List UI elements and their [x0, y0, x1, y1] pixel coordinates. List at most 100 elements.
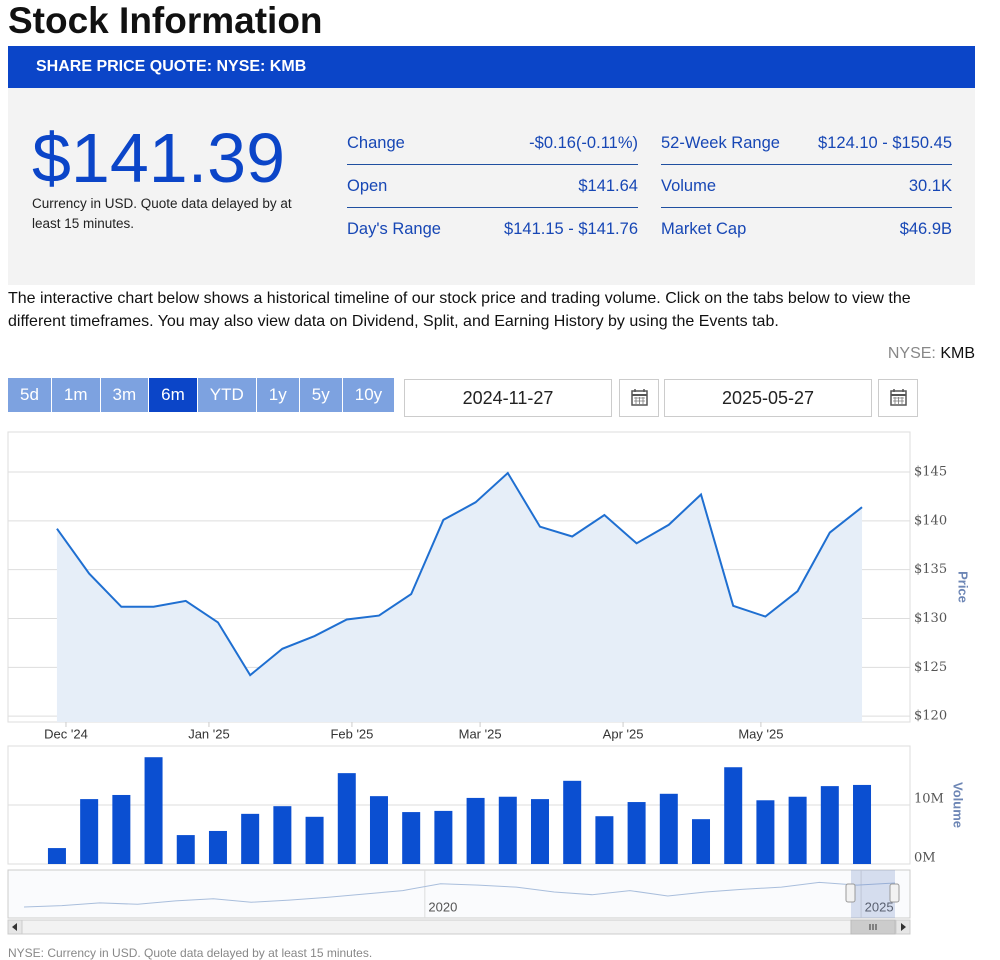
- volume-bar: [853, 784, 872, 864]
- x-tick-label: May '25: [738, 726, 783, 741]
- stat-value: $46.9B: [899, 220, 952, 238]
- start-date[interactable]: 2024-11-27: [404, 379, 612, 417]
- stat-value: $141.64: [578, 176, 638, 195]
- volume-bar: [788, 796, 807, 864]
- stat-label: Open: [347, 176, 388, 195]
- y-tick-label: $145: [914, 465, 947, 480]
- calendar-button[interactable]: [878, 379, 918, 417]
- volume-bar: [144, 757, 163, 864]
- navigator-handle[interactable]: [845, 883, 856, 903]
- thumb-grip: [869, 924, 877, 930]
- volume-bar: [273, 806, 292, 864]
- volume-bar: [756, 800, 775, 864]
- stat-label: Volume: [661, 176, 717, 195]
- x-tick-label: Feb '25: [330, 726, 373, 741]
- y-tick-label: $135: [914, 562, 947, 577]
- range-button[interactable]: 1m: [51, 378, 100, 412]
- volume-bar: [724, 767, 743, 864]
- stat-row: Day's Range $141.15 - $141.76: [347, 208, 638, 251]
- scrollbar[interactable]: [7, 919, 911, 935]
- volume-bar: [595, 816, 614, 864]
- y-tick-label: $140: [914, 513, 947, 528]
- volume-bar: [176, 835, 195, 864]
- navigator-selection: [851, 870, 895, 918]
- footer: NYSE: Currency in USD. Quote data delaye…: [8, 946, 373, 960]
- y-tick-label: $120: [914, 709, 947, 724]
- calendar-button[interactable]: [619, 379, 659, 417]
- stat-row: Volume 30.1K: [661, 165, 952, 208]
- volume-bar: [498, 796, 517, 864]
- stat-label: Market Cap: [661, 220, 747, 238]
- range-button[interactable]: 1y: [256, 378, 299, 412]
- stat-label: 52-Week Range: [661, 133, 780, 152]
- axis-title: Volume: [951, 782, 966, 828]
- volume-bar: [530, 799, 549, 864]
- volume-bar: [305, 816, 324, 864]
- arrow-right: [901, 923, 906, 931]
- volume-bar: [820, 786, 839, 864]
- navigator-frame: [7, 869, 911, 919]
- navigator-handle[interactable]: [889, 883, 900, 903]
- volume-bar: [47, 848, 66, 864]
- symbol: KMB: [940, 345, 975, 362]
- range-button[interactable]: 6m: [149, 378, 197, 412]
- x-tick-label: Dec '24: [44, 726, 88, 741]
- x-tick-label: 2020: [428, 899, 457, 914]
- x-tick-label: Mar '25: [459, 726, 502, 741]
- exchange-label: NYSE:: [887, 345, 936, 362]
- volume-bar: [434, 810, 453, 864]
- volume-bar: [466, 797, 485, 864]
- volume-bar: [563, 780, 582, 864]
- stat-value: -$0.16(-0.11%): [529, 133, 638, 152]
- volume-bar: [112, 794, 131, 864]
- x-tick-label: 2025: [865, 899, 894, 914]
- calendar-icon: [631, 389, 648, 406]
- exchange: NYSE: KMB: [888, 345, 975, 363]
- page-title: Stock Information: [8, 0, 323, 41]
- range-button[interactable]: YTD: [197, 378, 256, 412]
- stat-value: $124.10 - $150.45: [818, 133, 952, 152]
- calendar-icon: [890, 389, 907, 406]
- navigator-line: [23, 881, 896, 908]
- stat-value: $141.15 - $141.76: [504, 220, 638, 238]
- quote-note: Currency in USD. Quote data delayed by a…: [32, 196, 292, 231]
- volume-bar: [659, 793, 678, 864]
- y-tick-label: 10M: [914, 792, 944, 807]
- volume-bar: [627, 802, 646, 864]
- volume-bar: [369, 796, 388, 864]
- volume-bar: [337, 773, 356, 864]
- x-tick-label: Jan '25: [188, 726, 230, 741]
- arrow-left: [12, 923, 17, 931]
- volume-bar: [208, 830, 227, 864]
- stats-column: Change -$0.16(-0.11%) Open $141.64 Day's Ran…: [347, 122, 638, 251]
- y-tick-label: $130: [914, 611, 947, 626]
- volume-bar: [402, 812, 421, 864]
- y-tick-label: $125: [914, 660, 947, 675]
- y-tick-label: 0M: [914, 851, 936, 866]
- stats-column: 52-Week Range $124.10 - $150.45 Volume 30.1…: [661, 122, 952, 251]
- area-fill: [56, 473, 863, 722]
- stat-row: Open $141.64: [347, 165, 638, 208]
- price: $141.39: [32, 119, 286, 197]
- volume-bar: [80, 799, 99, 864]
- description: The interactive chart below shows a hist…: [8, 290, 911, 330]
- quote-box: [8, 88, 975, 285]
- x-tick-label: Apr '25: [603, 726, 644, 741]
- end-date[interactable]: 2025-05-27: [664, 379, 872, 417]
- range-button[interactable]: 3m: [100, 378, 149, 412]
- stat-label: Change: [347, 133, 405, 152]
- range-buttons: 5d 1m 3m 6m YTD 1y 5y 10y: [8, 378, 395, 412]
- stat-row: 52-Week Range $124.10 - $150.45: [661, 122, 952, 165]
- volume-bar: [692, 819, 711, 864]
- stat-row: Change -$0.16(-0.11%): [347, 122, 638, 165]
- price-line: [56, 471, 863, 677]
- range-button[interactable]: 5d: [8, 378, 51, 412]
- range-button[interactable]: 10y: [342, 378, 395, 412]
- range-button[interactable]: 5y: [299, 378, 342, 412]
- quote-banner: SHARE PRICE QUOTE: NYSE: KMB: [8, 46, 975, 88]
- stat-label: Day's Range: [347, 220, 441, 238]
- stat-row: Market Cap $46.9B: [661, 208, 952, 251]
- stat-value: 30.1K: [908, 176, 952, 195]
